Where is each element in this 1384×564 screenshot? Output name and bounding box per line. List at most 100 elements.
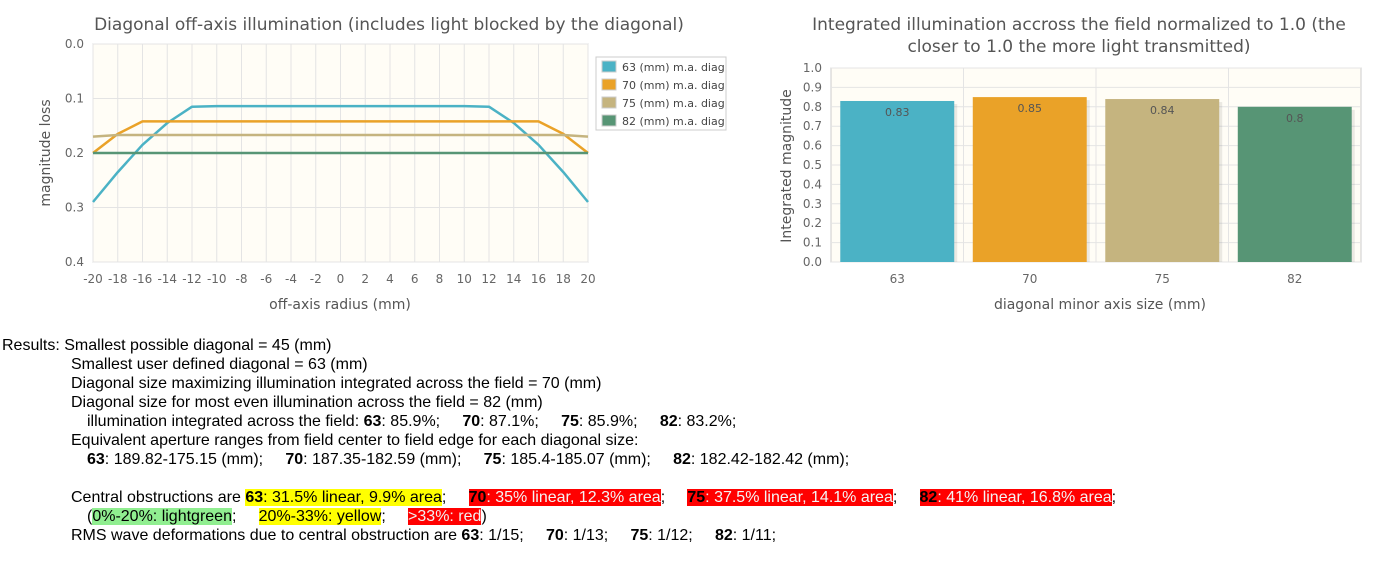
bar-y-tick-3: 0.3 — [803, 197, 822, 211]
line-x-tick-16: 12 — [481, 272, 496, 286]
legend-swatch-0 — [601, 60, 617, 73]
aperture-value-70: : 187.35-182.59 (mm); — [303, 451, 462, 468]
obstruction-size-63: 63 — [245, 489, 264, 506]
line-series-2 — [92, 133, 589, 138]
max-illumination-diagonal: Diagonal size maximizing illumination in… — [71, 375, 602, 392]
integrated-value-82: : 83.2%; — [677, 413, 737, 430]
aperture-size-82: 82 — [673, 451, 691, 468]
line-legend-box — [595, 56, 727, 131]
obstruction-row: Central obstructions are 63: 31.5% linea… — [71, 489, 1117, 506]
obstruction-value-75: : 37.5% linear, 14.1% area — [705, 489, 893, 506]
legend-lightgreen: 0%-20%: lightgreen — [92, 508, 232, 525]
aperture-value-75: : 185.4-185.07 (mm); — [501, 451, 651, 468]
bar-chart-title-line-1: Integrated illumination accross the fiel… — [812, 15, 1346, 35]
aperture-size-70: 70 — [285, 451, 304, 468]
line-x-tick-11: 2 — [361, 272, 369, 286]
line-x-tick-19: 18 — [556, 272, 571, 286]
rms-size-75: 75 — [630, 527, 649, 544]
aperture-ranges-row: 63: 189.82-175.15 (mm); 70: 187.35-182.5… — [87, 450, 849, 469]
line-x-tick-7: -6 — [260, 272, 272, 286]
line-x-tick-18: 16 — [531, 272, 546, 286]
bar-label-82: 0.8 — [1286, 112, 1304, 125]
line-x-tick-0: -20 — [83, 272, 103, 286]
aperture-size-63: 63 — [87, 451, 105, 468]
line-x-tick-4: -12 — [182, 272, 202, 286]
integrated-illumination-row: illumination integrated across the field… — [87, 412, 736, 431]
obstruction-size-82: 82 — [919, 489, 938, 506]
integrated-value-75: : 85.9%; — [578, 413, 638, 430]
line-x-tick-17: 14 — [506, 272, 521, 286]
line-y-ticks: 0.0 0.1 0.2 0.3 0.4 — [65, 37, 84, 269]
legend-red: >33%: red — [408, 508, 482, 525]
legend-yellow: 20%-33%: yellow — [258, 508, 382, 525]
bar-chart-title-line-2: closer to 1.0 the more light transmitted… — [907, 37, 1250, 57]
bar-label-70: 0.85 — [1018, 102, 1043, 115]
bar-y-tick-0: 0.0 — [803, 255, 822, 269]
line-y-tick-0: 0.0 — [65, 37, 84, 51]
line-series-1 — [92, 120, 589, 154]
line-y-tick-4: 0.4 — [65, 255, 84, 269]
rms-size-63: 63 — [461, 527, 480, 544]
bar-x-tick-75: 75 — [1155, 272, 1170, 286]
line-x-label: off-axis radius (mm) — [269, 297, 411, 313]
aperture-value-82: : 182.42-182.42 (mm); — [690, 451, 850, 468]
integrated-size-82: 82 — [659, 413, 678, 430]
line-chart: Diagonal off-axis illumination (includes… — [38, 15, 727, 313]
bar-y-tick-4: 0.4 — [803, 177, 822, 191]
obstruction-75: 75: 37.5% linear, 14.1% area — [687, 489, 893, 506]
line-legend: 63 (mm) m.a. diag 70 (mm) m.a. diag 75 (mm… — [601, 60, 725, 128]
legend-swatch-2 — [601, 96, 617, 109]
bar-y-tick-2: 0.2 — [803, 216, 822, 230]
line-y-label: magnitude loss — [38, 99, 54, 206]
smallest-possible-diagonal: Smallest possible diagonal = 45 (mm) — [64, 337, 332, 354]
line-y-tick-1: 0.1 — [65, 92, 84, 106]
results-row-1: Results: Smallest possible diagonal = 45… — [2, 336, 331, 355]
obstruction-63: 63: 31.5% linear, 9.9% area — [245, 489, 442, 506]
line-x-ticks: -20 -18 -16 -14 -12 -10 -8 -6 -4 -2 0 2 4 6 8 10 12 14 16 1… — [83, 272, 595, 286]
line-chart-title: Diagonal off-axis illumination (includes… — [94, 15, 684, 35]
line-series-0 — [92, 104, 589, 203]
line-x-tick-5: -10 — [207, 272, 227, 286]
rms-value-82: : 1/11; — [732, 527, 777, 544]
line-x-tick-6: -8 — [236, 272, 248, 286]
obstruction-size-70: 70 — [468, 489, 487, 506]
line-x-tick-9: -2 — [310, 272, 322, 286]
line-x-tick-1: -18 — [108, 272, 128, 286]
even-illumination-diagonal: Diagonal size for most even illumination… — [71, 394, 543, 411]
legend-label-1: 70 (mm) m.a. diag — [622, 79, 725, 92]
line-series-group — [92, 104, 589, 203]
integrated-size-63: 63 — [363, 413, 382, 430]
line-x-tick-14: 8 — [436, 272, 444, 286]
line-x-tick-3: -14 — [157, 272, 177, 286]
bar-63 — [840, 100, 955, 262]
bar-y-tick-10: 1.0 — [803, 61, 822, 75]
obstruction-value-82: : 41% linear, 16.8% area — [937, 489, 1112, 506]
legend-label-0: 63 (mm) m.a. diag — [622, 61, 725, 74]
aperture-heading: Equivalent aperture ranges from field ce… — [71, 432, 639, 449]
bar-x-tick-82: 82 — [1287, 272, 1302, 286]
obstruction-legend-row: (0%-20%: lightgreen; 20%-33%: yellow; >3… — [87, 508, 487, 525]
obstruction-70: 70: 35% linear, 12.3% area — [468, 489, 661, 506]
line-y-tick-3: 0.3 — [65, 201, 84, 215]
bar-x-ticks: 63 70 75 82 — [890, 272, 1303, 286]
line-x-tick-12: 4 — [386, 272, 394, 286]
integrated-value-70: : 87.1%; — [480, 413, 539, 430]
line-x-tick-13: 6 — [411, 272, 419, 286]
bar-y-tick-9: 0.9 — [803, 80, 822, 94]
integrated-prefix: illumination integrated across the field… — [87, 413, 360, 430]
bar-70 — [972, 97, 1087, 262]
line-x-tick-15: 10 — [457, 272, 472, 286]
bar-y-tick-6: 0.6 — [803, 139, 822, 153]
rms-row: RMS wave deformations due to central obs… — [71, 526, 776, 545]
line-x-tick-10: 0 — [337, 272, 345, 286]
integrated-size-75: 75 — [561, 413, 579, 430]
line-x-tick-8: -4 — [285, 272, 297, 286]
legend-label-3: 82 (mm) m.a. diag — [622, 115, 725, 128]
bar-y-label: Integrated magnitude — [779, 89, 795, 243]
rms-prefix: RMS wave deformations due to central obs… — [71, 527, 457, 544]
rms-value-70: : 1/13; — [563, 527, 609, 544]
integrated-value-63: : 85.9%; — [381, 413, 441, 430]
obstruction-prefix: Central obstructions are — [71, 489, 241, 506]
bar-82 — [1237, 106, 1352, 262]
line-x-tick-2: -16 — [133, 272, 153, 286]
